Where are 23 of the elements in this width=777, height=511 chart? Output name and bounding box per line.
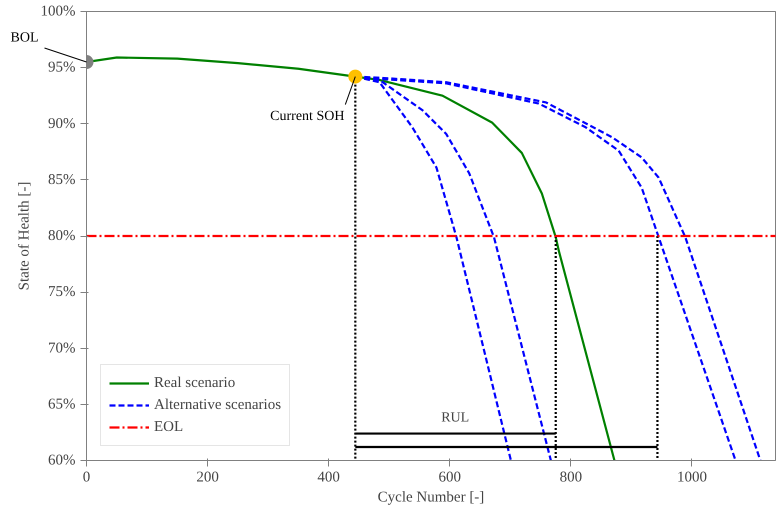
x-tick-label: 600: [438, 470, 462, 486]
y-tick-label: 95%: [48, 60, 76, 76]
legend-label: Real scenario: [154, 374, 236, 392]
x-tick-label: 200: [196, 470, 219, 486]
y-axis-title: State of Health [-]: [16, 182, 33, 290]
annotation: BOL: [10, 30, 38, 46]
y-tick-label: 65%: [48, 396, 76, 412]
annotation: RUL: [441, 410, 470, 426]
y-tick-label: 75%: [48, 284, 76, 300]
y-tick-label: 60%: [48, 452, 76, 468]
annotation: Current SOH: [270, 109, 344, 124]
y-tick-label: 100%: [40, 4, 76, 20]
x-axis-title: Cycle Number [-]: [378, 490, 484, 506]
y-tick-label: 85%: [48, 172, 76, 188]
legend-label: EOL: [154, 418, 184, 436]
x-tick-label: 800: [560, 470, 582, 486]
x-tick-label: 400: [317, 470, 340, 486]
y-tick-label: 90%: [48, 116, 76, 132]
x-tick-label: 0: [82, 470, 90, 486]
x-tick-label: 1000: [676, 470, 707, 486]
legend-label: Alternative scenarios: [154, 396, 282, 414]
y-tick-label: 70%: [48, 340, 76, 356]
y-tick-label: 80%: [48, 228, 76, 244]
